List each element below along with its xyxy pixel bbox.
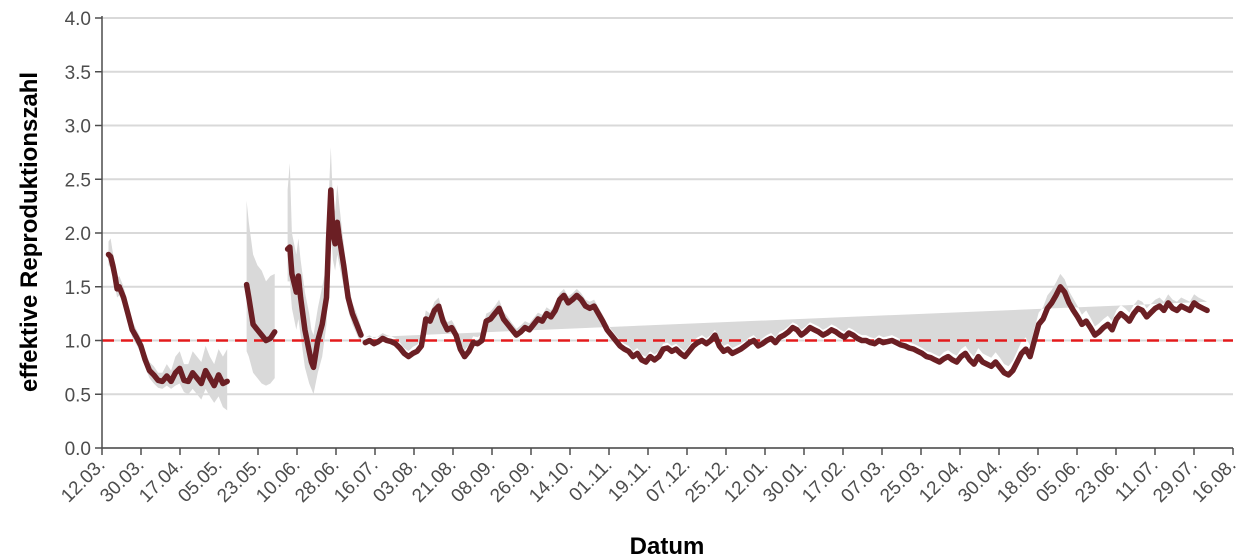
x-axis-title: Datum bbox=[630, 533, 705, 560]
y-tick-label: 0.0 bbox=[65, 439, 91, 460]
x-tick-labels: 12.03.30.03.17.04.05.05.23.05.10.06.28.0… bbox=[57, 455, 1240, 507]
series-line-segment bbox=[243, 281, 278, 344]
y-axis-title: effektive Reproduktionszahl bbox=[16, 72, 43, 392]
x-tick-label: 30.03. bbox=[96, 455, 148, 507]
y-tick-labels: 0.0 0.5 1.0 1.5 2.0 2.5 3.0 3.5 4.0 bbox=[65, 9, 91, 460]
x-tick-label: 12.04. bbox=[915, 455, 967, 507]
series-line-segment bbox=[284, 187, 364, 371]
axes bbox=[95, 16, 1234, 455]
confidence-band bbox=[108, 147, 1208, 411]
x-tick-label: 28.06. bbox=[291, 455, 343, 507]
y-tick-label: 0.5 bbox=[65, 385, 91, 406]
x-tick-label: 18.05. bbox=[993, 455, 1045, 507]
series-line-segment bbox=[105, 251, 230, 389]
y-tick-label: 4.0 bbox=[65, 9, 91, 30]
x-tick-label: 01.11. bbox=[565, 455, 616, 506]
x-tick-label: 25.03. bbox=[876, 455, 928, 507]
x-tick-label: 16.07. bbox=[330, 455, 382, 507]
y-tick-label: 1.0 bbox=[65, 332, 91, 353]
x-tick-label: 17.02. bbox=[798, 455, 850, 507]
confidence-band-segment bbox=[287, 147, 361, 395]
y-tick-label: 1.5 bbox=[65, 278, 91, 299]
x-tick-label: 23.05. bbox=[213, 455, 265, 507]
x-tick-label: 21.08. bbox=[408, 455, 460, 507]
x-tick-label: 10.06. bbox=[252, 455, 304, 507]
y-tick-label: 3.0 bbox=[65, 117, 91, 138]
x-tick-label: 30.01. bbox=[759, 455, 811, 507]
x-tick-label: 12.01. bbox=[720, 455, 772, 507]
x-tick-label: 30.04. bbox=[954, 455, 1006, 507]
x-tick-label: 05.06. bbox=[1032, 455, 1084, 507]
grid-lines bbox=[102, 17, 1233, 449]
x-tick-label: 26.09. bbox=[486, 455, 538, 507]
x-tick-label: 12.03. bbox=[57, 455, 109, 507]
x-tick-label: 17.04. bbox=[135, 455, 187, 507]
x-tick-label: 23.06. bbox=[1071, 455, 1123, 507]
x-tick-label: 03.08. bbox=[369, 455, 421, 507]
x-tick-label: 16.08. bbox=[1188, 455, 1240, 507]
series-line-segment bbox=[362, 284, 1210, 378]
x-tick-label: 07.12. bbox=[642, 455, 694, 507]
x-tick-label: 25.12. bbox=[681, 455, 733, 507]
x-tick-label: 07.03. bbox=[837, 455, 889, 507]
confidence-band-segment bbox=[108, 238, 228, 411]
y-tick-label: 2.0 bbox=[65, 224, 91, 245]
series-line bbox=[105, 187, 1210, 389]
x-tick-label: 08.09. bbox=[447, 455, 499, 507]
x-tick-label: 05.05. bbox=[174, 455, 226, 507]
y-tick-label: 3.5 bbox=[65, 63, 91, 84]
y-tick-label: 2.5 bbox=[65, 170, 91, 191]
x-tick-label: 14.10. bbox=[525, 455, 577, 507]
x-tick-label: 29.07. bbox=[1149, 455, 1201, 507]
